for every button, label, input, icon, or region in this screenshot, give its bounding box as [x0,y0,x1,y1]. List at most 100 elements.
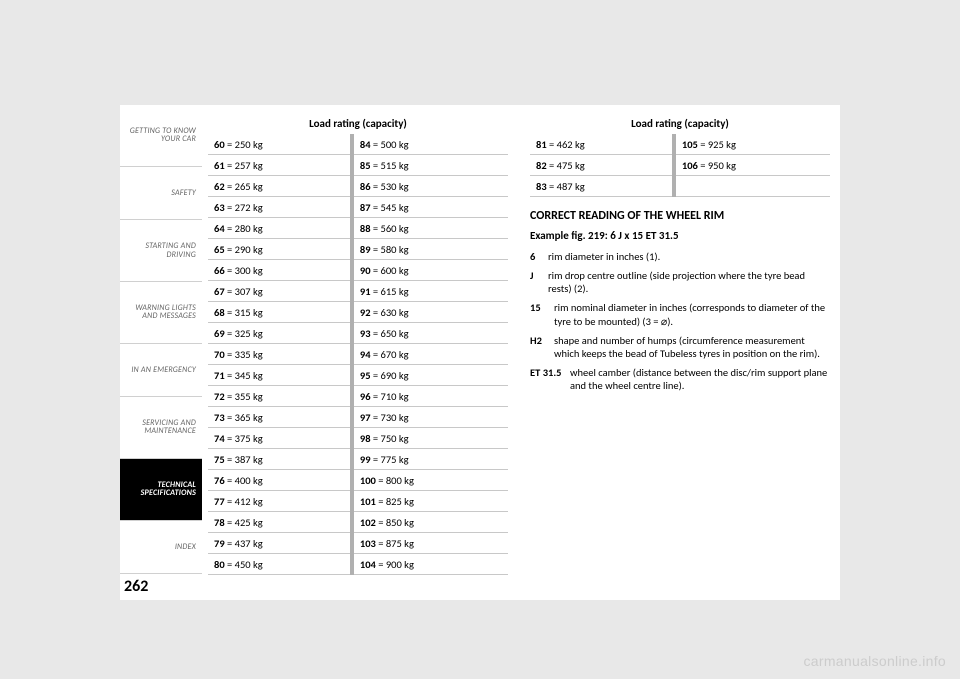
load-cell: 87 = 545 kg [352,197,508,218]
load-cell: 93 = 650 kg [352,323,508,344]
load-cell: 96 = 710 kg [352,386,508,407]
definition-row: H2shape and number of humps (circumferen… [530,334,830,360]
definition-text: shape and number of humps (circumference… [554,334,830,360]
load-cell: 70 = 335 kg [208,344,352,365]
load-cell: 97 = 730 kg [352,407,508,428]
load-cell: 84 = 500 kg [352,134,508,155]
load-cell: 83 = 487 kg [530,176,674,197]
table-row: 66 = 300 kg90 = 600 kg [208,260,508,281]
table-row: 80 = 450 kg104 = 900 kg [208,554,508,575]
load-rating-table-2: 81 = 462 kg105 = 925 kg82 = 475 kg106 = … [530,134,830,197]
definition-text: rim drop centre outline (side projection… [548,269,830,295]
page: GETTING TO KNOWYOUR CAR SAFETY STARTING … [120,105,840,600]
load-cell: 102 = 850 kg [352,512,508,533]
load-cell: 105 = 925 kg [674,134,830,155]
table-row: 64 = 280 kg88 = 560 kg [208,218,508,239]
table-row: 81 = 462 kg105 = 925 kg [530,134,830,155]
load-cell: 77 = 412 kg [208,491,352,512]
table-row: 79 = 437 kg103 = 875 kg [208,533,508,554]
sidebar-tab-servicing[interactable]: SERVICING ANDMAINTENANCE [120,397,202,459]
sidebar-tab-index[interactable]: INDEX [120,521,202,574]
table-row: 69 = 325 kg93 = 650 kg [208,323,508,344]
table-row: 72 = 355 kg96 = 710 kg [208,386,508,407]
load-cell: 85 = 515 kg [352,155,508,176]
load-cell: 71 = 345 kg [208,365,352,386]
sidebar-tab-label: WARNING LIGHTSAND MESSAGES [135,304,196,322]
definition-key: 6 [530,250,548,263]
load-cell: 98 = 750 kg [352,428,508,449]
sidebar-tab-label: TECHNICALSPECIFICATIONS [141,481,196,499]
definition-row: 15rim nominal diameter in inches (corres… [530,301,830,327]
table-row: 61 = 257 kg85 = 515 kg [208,155,508,176]
definition-key: J [530,269,548,295]
load-cell: 62 = 265 kg [208,176,352,197]
table-row: 76 = 400 kg100 = 800 kg [208,470,508,491]
load-cell: 89 = 580 kg [352,239,508,260]
definition-key: 15 [530,301,554,327]
load-cell: 61 = 257 kg [208,155,352,176]
load-table-1-title: Load rating (capacity) [208,117,508,130]
load-table-2-title: Load rating (capacity) [530,117,830,130]
load-cell: 104 = 900 kg [352,554,508,575]
load-cell: 80 = 450 kg [208,554,352,575]
load-cell: 65 = 290 kg [208,239,352,260]
sidebar-tab-technical-specs[interactable]: TECHNICALSPECIFICATIONS [120,459,202,521]
definition-text: rim nominal diameter in inches (correspo… [554,301,830,327]
load-cell [674,176,830,197]
load-cell: 88 = 560 kg [352,218,508,239]
table-row: 68 = 315 kg92 = 630 kg [208,302,508,323]
load-cell: 72 = 355 kg [208,386,352,407]
load-rating-table-1: 60 = 250 kg84 = 500 kg61 = 257 kg85 = 51… [208,134,508,575]
table-row: 62 = 265 kg86 = 530 kg [208,176,508,197]
definition-text: wheel camber (distance between the disc/… [570,366,830,392]
page-number: 262 [124,578,148,596]
load-cell: 78 = 425 kg [208,512,352,533]
definition-key: ET 31.5 [530,366,570,392]
heading-example: Example fig. 219: 6 J x 15 ET 31.5 [530,229,830,242]
table-row: 63 = 272 kg87 = 545 kg [208,197,508,218]
table-row: 73 = 365 kg97 = 730 kg [208,407,508,428]
load-cell: 74 = 375 kg [208,428,352,449]
table-row: 60 = 250 kg84 = 500 kg [208,134,508,155]
heading-correct-reading: CORRECT READING OF THE WHEEL RIM [530,209,830,223]
sidebar-tab-starting-driving[interactable]: STARTING ANDDRIVING [120,220,202,282]
load-cell: 79 = 437 kg [208,533,352,554]
sidebar-tab-emergency[interactable]: IN AN EMERGENCY [120,344,202,397]
load-cell: 90 = 600 kg [352,260,508,281]
table-row: 78 = 425 kg102 = 850 kg [208,512,508,533]
definition-text: rim diameter in inches (1). [548,250,830,263]
table-row: 83 = 487 kg [530,176,830,197]
column-left: Load rating (capacity) 60 = 250 kg84 = 5… [208,117,508,600]
load-cell: 82 = 475 kg [530,155,674,176]
table-row: 75 = 387 kg99 = 775 kg [208,449,508,470]
sidebar-tab-label: SERVICING ANDMAINTENANCE [142,419,196,437]
sidebar-nav: GETTING TO KNOWYOUR CAR SAFETY STARTING … [120,105,202,600]
load-cell: 73 = 365 kg [208,407,352,428]
content-area: Load rating (capacity) 60 = 250 kg84 = 5… [202,105,840,600]
table-row: 82 = 475 kg106 = 950 kg [530,155,830,176]
sidebar-tab-label: GETTING TO KNOWYOUR CAR [130,127,196,145]
load-cell: 68 = 315 kg [208,302,352,323]
load-cell: 63 = 272 kg [208,197,352,218]
sidebar-tab-label: INDEX [175,543,196,552]
definition-row: Jrim drop centre outline (side projectio… [530,269,830,295]
load-cell: 67 = 307 kg [208,281,352,302]
sidebar-tab-getting-to-know[interactable]: GETTING TO KNOWYOUR CAR [120,105,202,167]
load-cell: 81 = 462 kg [530,134,674,155]
watermark-text: carmanualsonline.info [804,653,947,669]
table-row: 71 = 345 kg95 = 690 kg [208,365,508,386]
load-cell: 100 = 800 kg [352,470,508,491]
load-cell: 101 = 825 kg [352,491,508,512]
load-cell: 99 = 775 kg [352,449,508,470]
load-cell: 66 = 300 kg [208,260,352,281]
load-cell: 91 = 615 kg [352,281,508,302]
sidebar-tab-warning-lights[interactable]: WARNING LIGHTSAND MESSAGES [120,282,202,344]
sidebar-tab-label: STARTING ANDDRIVING [145,242,196,260]
sidebar-tab-safety[interactable]: SAFETY [120,167,202,220]
load-cell: 76 = 400 kg [208,470,352,491]
column-right: Load rating (capacity) 81 = 462 kg105 = … [530,117,830,600]
table-row: 74 = 375 kg98 = 750 kg [208,428,508,449]
load-cell: 86 = 530 kg [352,176,508,197]
definitions-list: 6rim diameter in inches (1).Jrim drop ce… [530,250,830,392]
sidebar-tab-label: IN AN EMERGENCY [131,366,196,375]
